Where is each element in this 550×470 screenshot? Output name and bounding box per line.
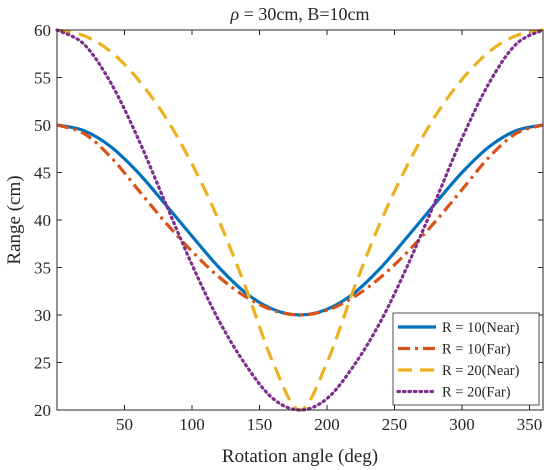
legend-label-1: R = 10(Near) <box>442 320 520 336</box>
y-tick-label: 45 <box>34 164 51 183</box>
y-tick-label: 25 <box>34 354 51 373</box>
x-tick-label: 350 <box>517 415 543 434</box>
legend: R = 10(Near) R = 10(Far) R = 20(Near) R = 2… <box>392 312 540 406</box>
x-tick-label: 50 <box>116 415 133 434</box>
y-tick-label: 40 <box>34 211 51 230</box>
x-tick-label: 250 <box>382 415 408 434</box>
y-tick-label: 20 <box>34 401 51 420</box>
x-axis: 50 100 150 200 250 300 350 <box>116 30 542 434</box>
y-tick-label: 55 <box>34 69 51 88</box>
y-tick-label: 60 <box>34 21 51 40</box>
x-tick-label: 200 <box>314 415 340 434</box>
y-tick-label: 50 <box>34 116 51 135</box>
x-tick-label: 300 <box>449 415 475 434</box>
legend-label-3: R = 20(Near) <box>442 363 520 379</box>
title-rho-symbol: ρ <box>230 4 240 24</box>
plot-frame <box>56 29 544 411</box>
y-axis-label: Range (cm) <box>4 175 25 264</box>
series-line-2 <box>56 123 544 317</box>
legend-label-2: R = 10(Far) <box>442 342 511 358</box>
x-axis-label: Rotation angle (deg) <box>222 446 378 467</box>
x-tick-label: 100 <box>179 415 205 434</box>
y-tick-label: 30 <box>34 306 51 325</box>
legend-label-4: R = 20(Far) <box>442 385 511 401</box>
title-text: = 30cm, B=10cm <box>239 4 369 24</box>
x-tick-label: 150 <box>247 415 273 434</box>
y-tick-label: 35 <box>34 259 51 278</box>
chart-title: ρ = 30cm, B=10cm <box>230 4 370 24</box>
y-axis: 20 25 30 35 40 45 50 55 60 <box>34 21 543 420</box>
